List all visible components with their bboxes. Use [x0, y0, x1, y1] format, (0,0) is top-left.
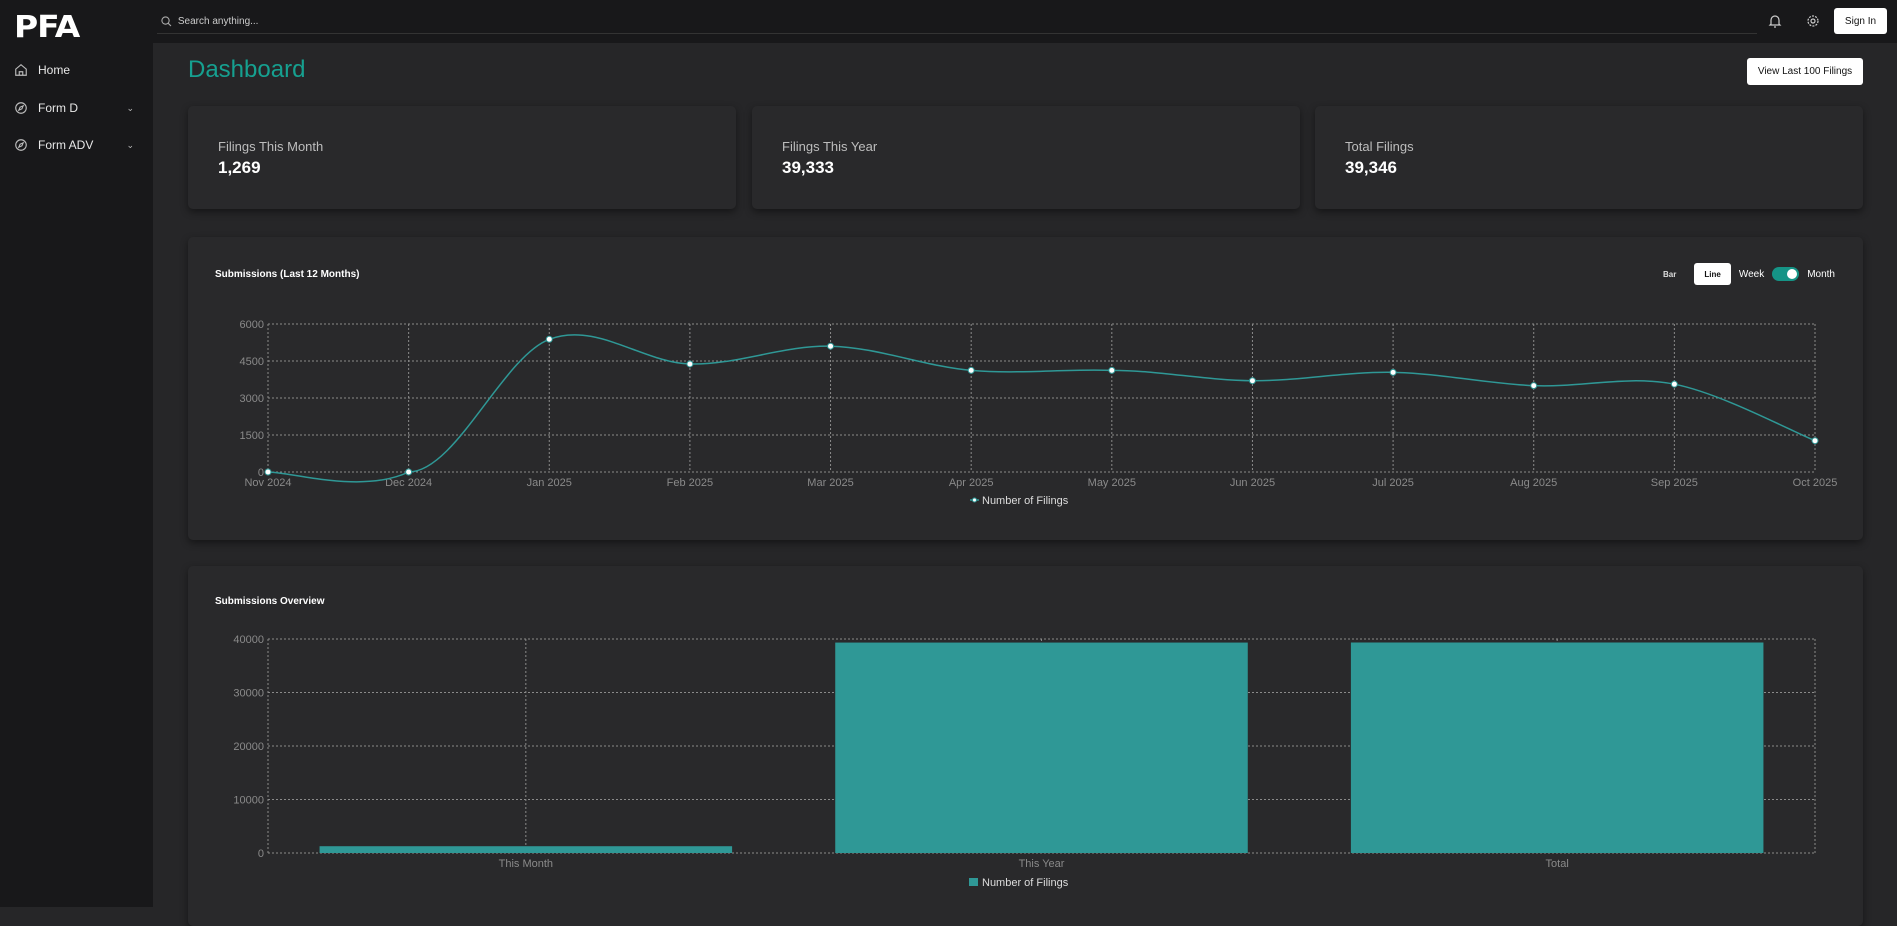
charts-layer: 0 1500 3000 4500 6000 Nov 2024 Dec 2024 Jan 202… [233, 319, 1838, 889]
x-tick-label: Dec 2024 [385, 477, 432, 489]
x-tick-label: Apr 2025 [949, 477, 994, 489]
data-point [1530, 382, 1538, 390]
sidebar-item-label: Form ADV [38, 138, 94, 152]
series-line [267, 334, 1816, 483]
sign-in-button[interactable]: Sign In [1834, 8, 1887, 34]
data-point [1389, 368, 1397, 376]
y-tick-label: 20000 [233, 741, 264, 753]
stat-label: Total Filings [1345, 139, 1414, 154]
chart-controls: Bar Line Week Month [1653, 263, 1835, 285]
x-tick-label: This Month [499, 858, 553, 870]
x-tick-label: Jan 2025 [527, 477, 572, 489]
legend-label: Number of Filings [982, 495, 1069, 507]
stat-value: 1,269 [218, 158, 261, 177]
y-tick-label: 0 [258, 848, 264, 860]
month-label: Month [1807, 268, 1835, 280]
search-input[interactable] [177, 16, 1757, 27]
chart-title: Submissions (Last 12 Months) [215, 269, 360, 280]
page-title: Dashboard [188, 56, 306, 83]
x-tick-label: Aug 2025 [1510, 477, 1557, 489]
y-tick-label: 3000 [240, 393, 264, 405]
bar [835, 642, 1248, 853]
week-month-toggle[interactable] [1772, 267, 1800, 281]
home-icon [15, 64, 27, 76]
topbar: Sign In [153, 0, 1897, 43]
x-tick-label: Total [1546, 858, 1569, 870]
bell-icon[interactable] [1767, 13, 1783, 29]
logo: PFA [14, 10, 80, 45]
data-point [405, 468, 413, 476]
stat-label: Filings This Year [782, 139, 878, 154]
chevron-down-icon: ⌄ [126, 139, 134, 150]
stat-card-total: Total Filings 39,346 [1315, 106, 1863, 209]
y-tick-label: 0 [258, 467, 264, 479]
x-tick-label: This Year [1019, 858, 1065, 870]
stat-label: Filings This Month [218, 139, 324, 154]
data-point [827, 342, 835, 350]
search-icon [161, 16, 172, 27]
legend-swatch [969, 878, 978, 886]
stat-card-year: Filings This Year 39,333 [752, 106, 1300, 209]
chevron-down-icon: ⌄ [126, 102, 134, 113]
data-point [967, 366, 975, 374]
data-point [1248, 377, 1256, 385]
stat-card-month: Filings This Month 1,269 [188, 106, 736, 209]
bar [319, 846, 733, 853]
stat-value: 39,333 [782, 158, 834, 177]
sidebar-item-form-adv[interactable]: Form ADV ⌄ [14, 133, 134, 157]
compass-icon [15, 139, 27, 151]
x-tick-label: Feb 2025 [667, 477, 713, 489]
line-chart-card: Submissions (Last 12 Months) Bar Line We… [188, 237, 1863, 540]
data-point [686, 360, 694, 368]
x-tick-label: Mar 2025 [807, 477, 853, 489]
y-tick-label: 1500 [240, 430, 264, 442]
x-tick-label: Sep 2025 [1651, 477, 1698, 489]
y-tick-label: 30000 [233, 688, 264, 700]
data-point [545, 335, 553, 343]
y-tick-label: 6000 [240, 319, 264, 331]
y-tick-label: 4500 [240, 356, 264, 368]
gear-icon[interactable] [1805, 13, 1821, 29]
view-last-100-filings-button[interactable]: View Last 100 Filings [1747, 58, 1863, 85]
chart-title: Submissions Overview [215, 596, 325, 607]
sidebar: PFA Home Form D ⌄ Form ADV ⌄ [0, 0, 153, 907]
bar-type-button[interactable]: Bar [1653, 263, 1686, 285]
legend-swatch-marker [972, 497, 977, 503]
compass-icon [15, 102, 27, 114]
week-label: Week [1738, 268, 1765, 280]
stat-value: 39,346 [1345, 158, 1397, 177]
sidebar-item-form-d[interactable]: Form D ⌄ [14, 96, 134, 120]
x-tick-label: Oct 2025 [1793, 477, 1838, 489]
sidebar-item-label: Form D [38, 101, 78, 115]
data-point [264, 468, 272, 476]
x-tick-label: Nov 2024 [244, 477, 291, 489]
data-point [1108, 366, 1116, 374]
legend-label: Number of Filings [982, 877, 1069, 889]
search-bar[interactable] [157, 10, 1757, 34]
data-point [1670, 380, 1678, 388]
x-tick-label: Jul 2025 [1372, 477, 1414, 489]
y-tick-label: 40000 [233, 634, 264, 646]
bar [1350, 642, 1764, 853]
x-tick-label: Jun 2025 [1230, 477, 1275, 489]
line-type-button[interactable]: Line [1694, 263, 1731, 285]
y-tick-label: 10000 [233, 795, 264, 807]
sidebar-item-label: Home [38, 63, 71, 77]
x-tick-label: May 2025 [1088, 477, 1136, 489]
sidebar-item-home[interactable]: Home [14, 58, 134, 82]
data-point [1811, 437, 1819, 445]
